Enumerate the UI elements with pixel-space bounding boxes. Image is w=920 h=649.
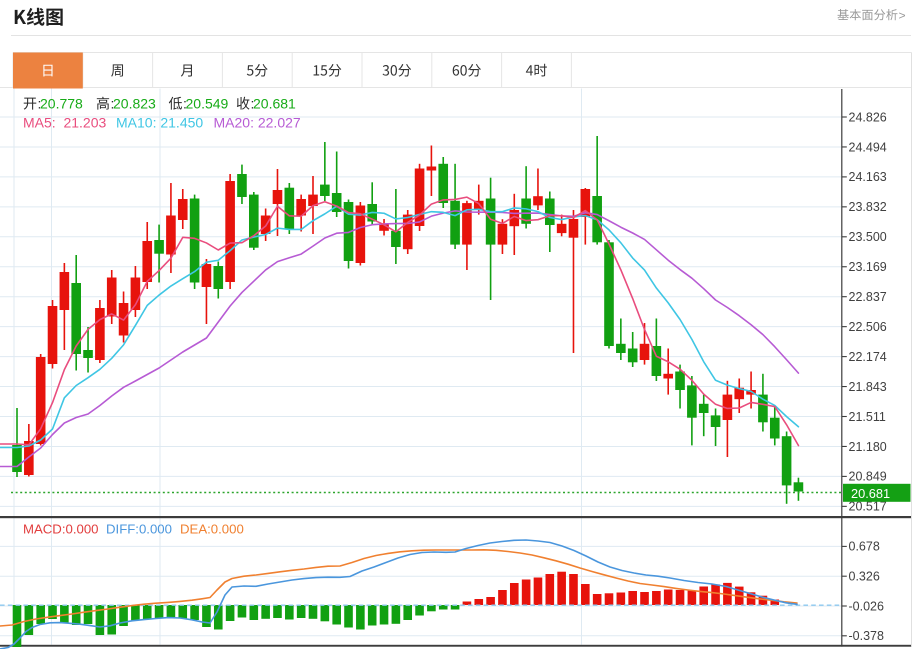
svg-text:21.511: 21.511	[849, 410, 886, 424]
svg-text:>: >	[899, 8, 906, 22]
svg-text::: :	[251, 96, 255, 112]
svg-text:-0.378: -0.378	[849, 629, 884, 643]
svg-text:24.494: 24.494	[849, 140, 887, 154]
svg-text:20.823: 20.823	[113, 96, 156, 112]
svg-text:-0.026: -0.026	[849, 599, 884, 613]
svg-text:DEA:0.000: DEA:0.000	[180, 522, 244, 537]
svg-text:MA20: 22.027: MA20: 22.027	[214, 115, 301, 131]
svg-text:MACD:0.000: MACD:0.000	[23, 522, 99, 537]
svg-text:24.826: 24.826	[849, 110, 887, 124]
svg-text:20.517: 20.517	[849, 500, 887, 514]
svg-text:23.832: 23.832	[849, 200, 887, 214]
svg-text:0.678: 0.678	[849, 540, 880, 554]
svg-text:22.837: 22.837	[849, 290, 887, 304]
svg-text:24.163: 24.163	[849, 170, 887, 184]
svg-text:MA10: 21.450: MA10: 21.450	[116, 115, 203, 131]
svg-text:20.849: 20.849	[849, 470, 887, 484]
svg-text:21.843: 21.843	[849, 380, 887, 394]
svg-text:0.326: 0.326	[849, 570, 880, 584]
svg-text:22.174: 22.174	[849, 350, 887, 364]
svg-text::: :	[183, 96, 187, 112]
svg-text:20.549: 20.549	[186, 96, 229, 112]
svg-text::: :	[111, 96, 115, 112]
svg-text:DIFF:0.000: DIFF:0.000	[106, 522, 172, 537]
svg-text:23.500: 23.500	[849, 230, 887, 244]
svg-text:20.778: 20.778	[40, 96, 83, 112]
svg-text:21.180: 21.180	[849, 440, 887, 454]
svg-text::: :	[38, 96, 42, 112]
svg-text:20.681: 20.681	[851, 486, 890, 501]
svg-text:23.169: 23.169	[849, 260, 887, 274]
svg-text:MA5: 21.203: MA5: 21.203	[23, 115, 106, 131]
svg-text:22.506: 22.506	[849, 320, 887, 334]
svg-text:20.681: 20.681	[253, 96, 296, 112]
